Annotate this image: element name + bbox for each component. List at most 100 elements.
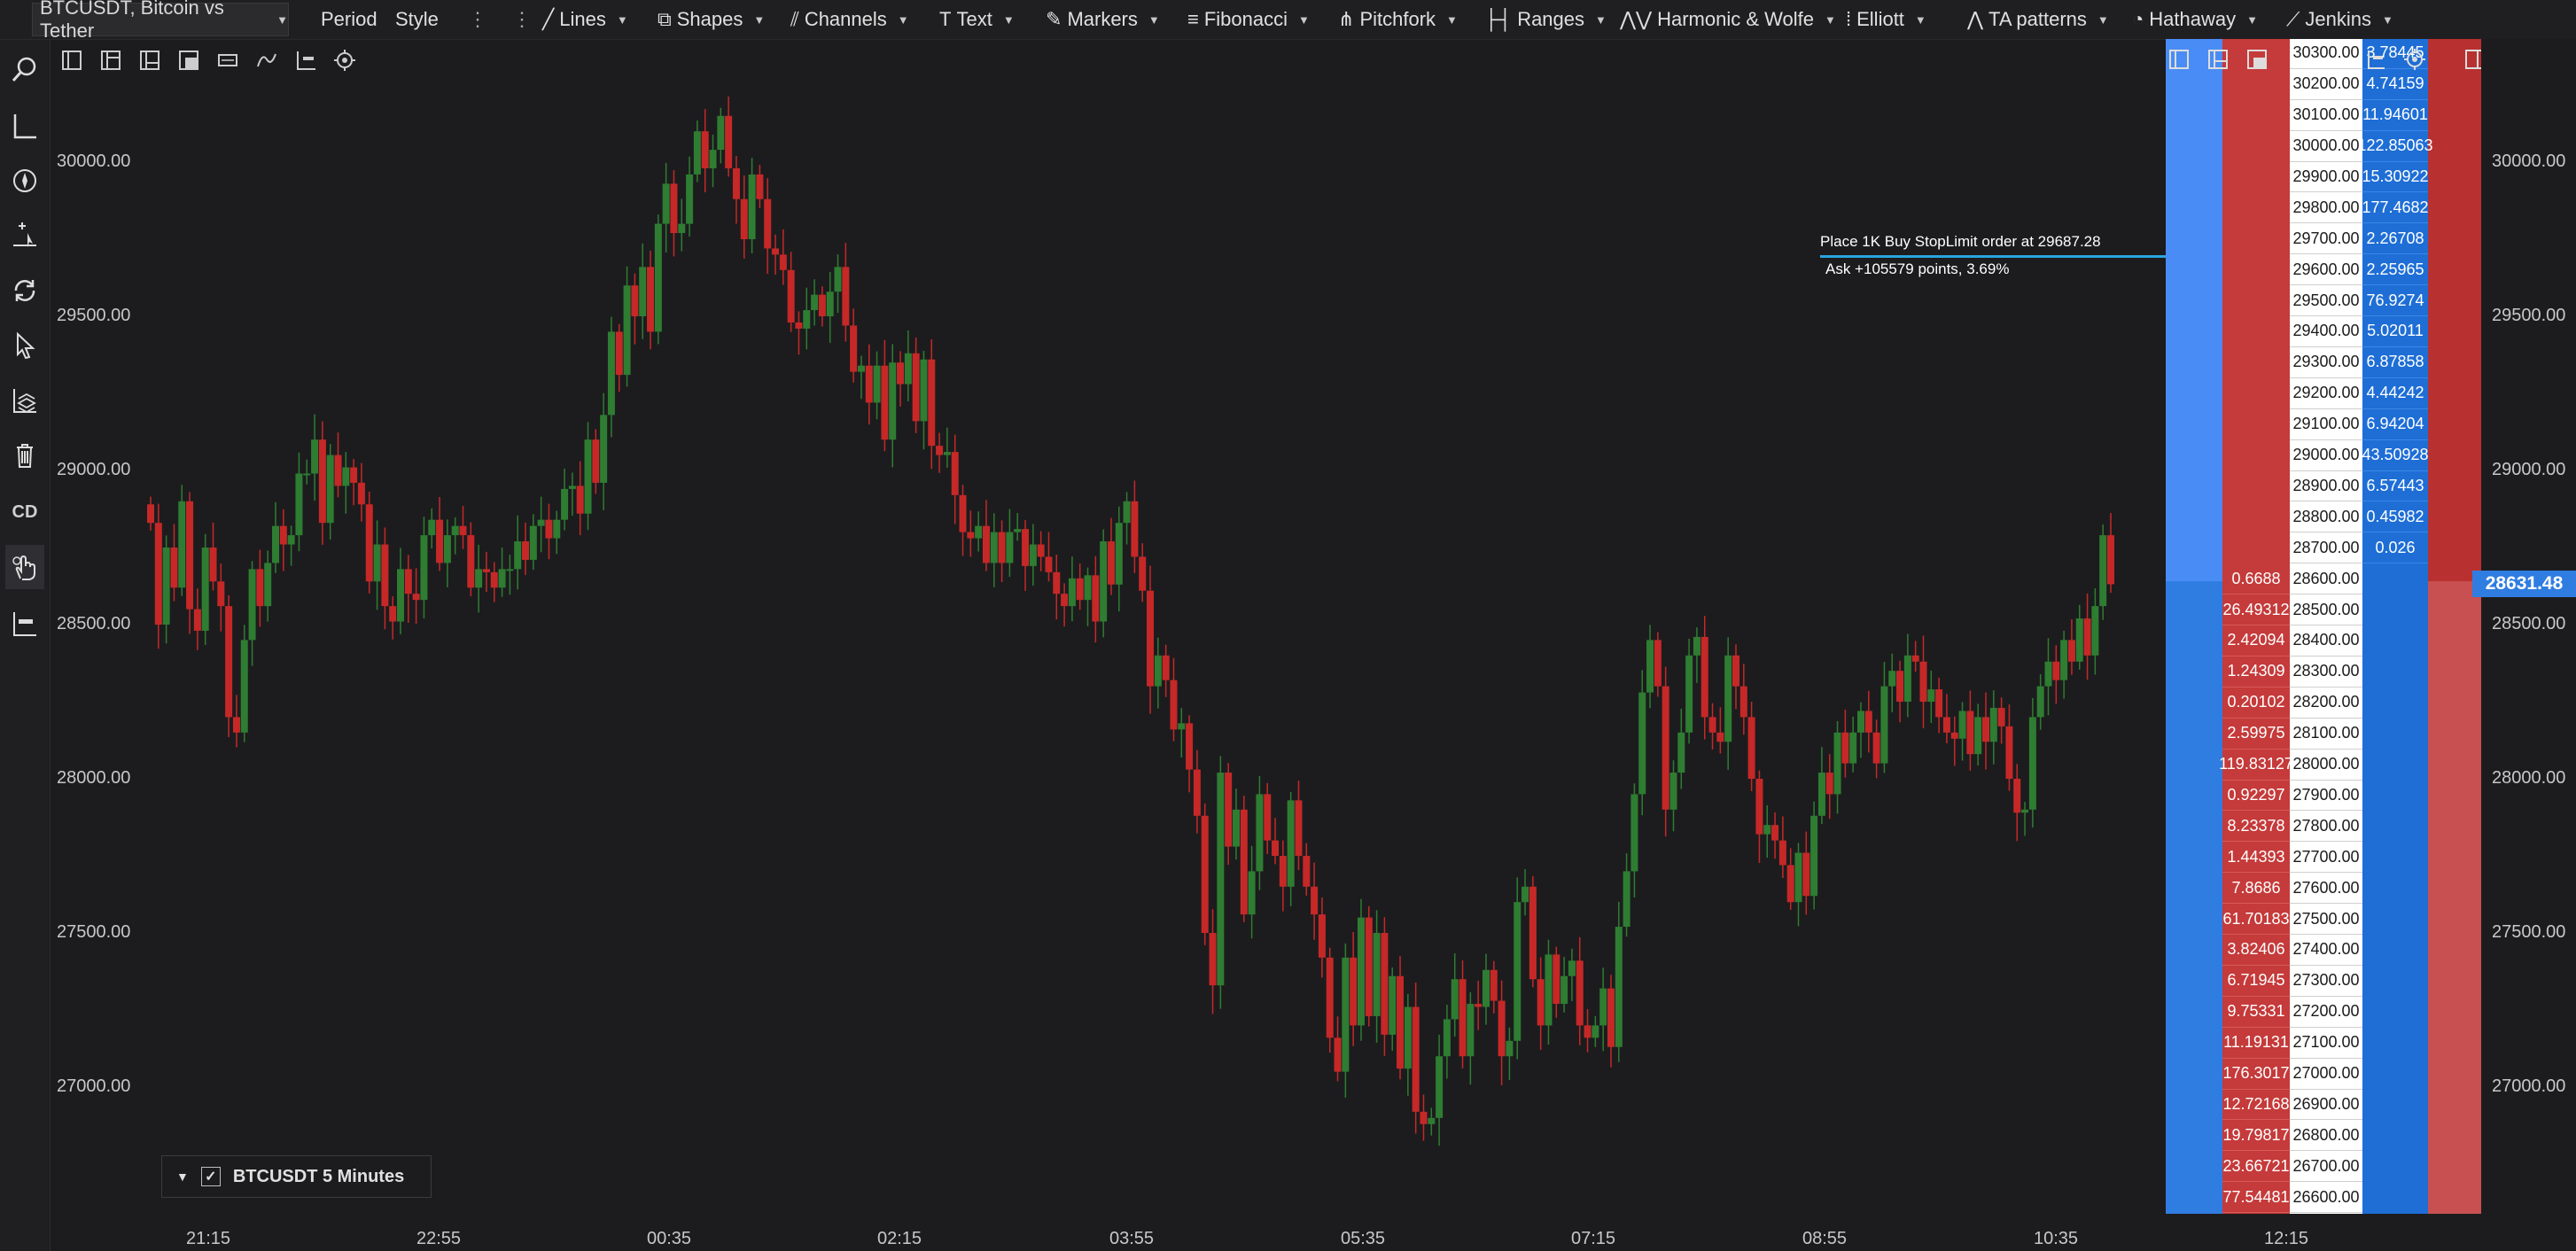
symbol-selector[interactable]: BTCUSDT, Bitcoin vs Tether ▼ bbox=[32, 0, 289, 42]
dom-price-cell[interactable]: 28600.00 bbox=[2290, 563, 2362, 595]
legend-visibility-checkbox[interactable]: ✓ bbox=[200, 1167, 221, 1186]
toolbar-hathaway-button[interactable]: ◔ Hathaway ▼ bbox=[2132, 0, 2258, 39]
cd-icon[interactable]: CD bbox=[12, 501, 38, 522]
layout-panel-icon[interactable] bbox=[174, 46, 204, 74]
dom-ask-size-cell[interactable]: 4.44242 bbox=[2362, 378, 2428, 409]
dom-price-cell[interactable]: 28000.00 bbox=[2290, 750, 2362, 781]
toolbar-harmonic-button[interactable]: ⋀⋁ Harmonic & Wolfe ▼ bbox=[1620, 0, 1836, 39]
dom-price-cell[interactable]: 27800.00 bbox=[2290, 811, 2362, 843]
dom-bid-size-cell[interactable]: 77.54481 bbox=[2222, 1182, 2290, 1214]
compass-icon[interactable] bbox=[5, 159, 44, 203]
pointer-icon[interactable] bbox=[5, 323, 44, 368]
dom-bid-size-cell[interactable]: 7.8686 bbox=[2222, 873, 2290, 905]
dom-buy-column[interactable] bbox=[2166, 39, 2222, 1214]
dom-price-cell[interactable]: 28800.00 bbox=[2290, 501, 2362, 533]
dom-price-cell[interactable]: 29100.00 bbox=[2290, 409, 2362, 440]
dom-price-cell[interactable]: 29200.00 bbox=[2290, 378, 2362, 409]
period-button[interactable]: Period bbox=[321, 8, 377, 30]
dom-bid-size-cell[interactable]: 19.79817 bbox=[2222, 1120, 2290, 1152]
dom-price-cell[interactable]: 29600.00 bbox=[2290, 254, 2362, 286]
dom-price-cell[interactable]: 26600.00 bbox=[2290, 1182, 2362, 1214]
dom-bid-size-cell[interactable]: 119.83127 bbox=[2219, 750, 2293, 781]
candlestick-chart[interactable] bbox=[142, 43, 2164, 1214]
layout-columns-icon[interactable] bbox=[96, 46, 126, 74]
dom-price-cell[interactable]: 26800.00 bbox=[2290, 1120, 2362, 1152]
layers-icon[interactable] bbox=[5, 378, 44, 423]
dom-layout-columns-icon[interactable] bbox=[2201, 44, 2235, 74]
price-axis[interactable] bbox=[2481, 39, 2576, 1214]
dom-price-cell[interactable]: 28900.00 bbox=[2290, 470, 2362, 502]
dom-price-cell[interactable]: 29300.00 bbox=[2290, 347, 2362, 378]
series-legend[interactable]: ▼ ✓ BTCUSDT 5 Minutes bbox=[161, 1155, 432, 1198]
indicator-curve-icon[interactable] bbox=[252, 46, 282, 74]
legend-collapse-icon[interactable]: ▼ bbox=[176, 1169, 189, 1184]
dom-ask-size-cell[interactable]: 5.02011 bbox=[2362, 316, 2428, 347]
dom-bid-size-cell[interactable]: 11.19131 bbox=[2222, 1028, 2290, 1059]
toolbar-ranges-button[interactable]: ├┤ Ranges ▼ bbox=[1484, 0, 1607, 39]
dom-bid-size-cell[interactable]: 2.42094 bbox=[2222, 626, 2290, 657]
dom-ask-size-cell[interactable]: 15.30922 bbox=[2362, 161, 2429, 193]
toolbar-shapes-button[interactable]: ⧉ Shapes ▼ bbox=[658, 0, 765, 39]
dom-price-cell[interactable]: 27100.00 bbox=[2290, 1028, 2362, 1059]
dom-price-cell[interactable]: 27600.00 bbox=[2290, 873, 2362, 905]
toolbar-text-button[interactable]: T Text ▼ bbox=[939, 0, 1015, 39]
trash-icon[interactable] bbox=[5, 433, 44, 478]
dom-price-cell[interactable]: 26700.00 bbox=[2290, 1151, 2362, 1183]
dom-ask-size-cell[interactable]: 11.94601 bbox=[2362, 100, 2428, 131]
dom-price-cell[interactable]: 30000.00 bbox=[2290, 131, 2362, 162]
dom-sell-column[interactable] bbox=[2428, 39, 2481, 1214]
dom-bid-size-cell[interactable]: 0.92297 bbox=[2222, 780, 2290, 812]
dom-price-cell[interactable]: 29900.00 bbox=[2290, 161, 2362, 193]
dom-price-cell[interactable]: 29500.00 bbox=[2290, 285, 2362, 316]
dom-bid-size-cell[interactable]: 0.20102 bbox=[2222, 688, 2290, 719]
toolbar-channels-button[interactable]: ⫽ Channels ▼ bbox=[790, 0, 909, 39]
dom-price-cell[interactable]: 28400.00 bbox=[2290, 626, 2362, 657]
dom-ask-size-cell[interactable]: 4.74159 bbox=[2362, 69, 2428, 100]
dom-ask-size-cell[interactable]: 0.026 bbox=[2362, 532, 2428, 564]
dom-price-cell[interactable]: 27000.00 bbox=[2290, 1059, 2362, 1090]
dom-ask-size-cell[interactable]: 6.57443 bbox=[2362, 470, 2428, 502]
dom-price-cell[interactable]: 28200.00 bbox=[2290, 688, 2362, 719]
dom-bid-size-cell[interactable]: 9.75331 bbox=[2222, 997, 2290, 1028]
layout-single-icon[interactable] bbox=[57, 46, 87, 74]
depth-of-market-panel[interactable]: 30300.00 3.78445 30200.00 4.74159 30100.00 11… bbox=[2166, 39, 2481, 1214]
dom-bid-size-cell[interactable]: 23.66721 bbox=[2222, 1151, 2290, 1183]
dom-price-cell[interactable]: 28300.00 bbox=[2290, 657, 2362, 688]
dom-bid-size-cell[interactable]: 2.59975 bbox=[2222, 719, 2290, 750]
dom-ask-size-cell[interactable]: 2.26708 bbox=[2362, 223, 2428, 255]
toolbar-elliott-button[interactable]: ⁞ Elliott ▼ bbox=[1846, 0, 1926, 39]
dom-price-cell[interactable]: 27200.00 bbox=[2290, 997, 2362, 1028]
dom-price-cell[interactable]: 28700.00 bbox=[2290, 532, 2362, 564]
toolbar-fibonacci-button[interactable]: ≡ Fibonacci ▼ bbox=[1187, 0, 1310, 39]
dom-price-cell[interactable]: 29700.00 bbox=[2290, 223, 2362, 255]
style-button[interactable]: Style bbox=[395, 8, 439, 30]
dom-price-cell[interactable]: 27700.00 bbox=[2290, 842, 2362, 874]
dom-layout-single-icon[interactable] bbox=[2162, 44, 2196, 74]
layout-rows-icon[interactable] bbox=[135, 46, 165, 74]
chart-settings-icon[interactable] bbox=[213, 46, 243, 74]
dom-bid-size-cell[interactable]: 12.72168 bbox=[2222, 1089, 2290, 1121]
dom-price-cell[interactable]: 30100.00 bbox=[2290, 100, 2362, 131]
toolbar-jenkins-button[interactable]: ⟋ Jenkins ▼ bbox=[2286, 0, 2393, 39]
dom-layout-panel-icon[interactable] bbox=[2240, 44, 2274, 74]
dom-bid-size-cell[interactable]: 8.23378 bbox=[2222, 811, 2290, 843]
dom-ask-size-cell[interactable]: 6.87858 bbox=[2362, 347, 2428, 378]
dom-price-cell[interactable]: 28500.00 bbox=[2290, 594, 2362, 626]
dom-price-cell[interactable]: 30300.00 bbox=[2290, 39, 2362, 69]
dom-ask-size-cell[interactable]: 76.9274 bbox=[2362, 285, 2428, 316]
refresh-icon[interactable] bbox=[5, 268, 44, 313]
dom-ask-size-cell[interactable]: 122.85063 bbox=[2357, 131, 2433, 162]
dom-bid-column[interactable] bbox=[2222, 39, 2290, 1214]
dom-ask-size-cell[interactable]: 2.25965 bbox=[2362, 254, 2428, 286]
target-icon[interactable] bbox=[330, 46, 360, 74]
dom-bid-size-cell[interactable]: 0.6688 bbox=[2222, 563, 2290, 595]
dom-ask-column[interactable] bbox=[2362, 39, 2428, 1214]
dom-horizontal-line-icon[interactable] bbox=[2359, 44, 2393, 74]
ruler-icon[interactable] bbox=[5, 104, 44, 148]
indicator-panel-icon[interactable] bbox=[5, 602, 44, 646]
dom-bid-size-cell[interactable]: 6.71945 bbox=[2222, 966, 2290, 997]
toolbar-pitchfork-button[interactable]: ⋔ Pitchfork ▼ bbox=[1338, 0, 1458, 39]
search-icon[interactable] bbox=[5, 47, 44, 91]
dom-ask-size-cell[interactable]: 6.94204 bbox=[2362, 409, 2428, 440]
dom-price-cell[interactable]: 28100.00 bbox=[2290, 719, 2362, 750]
